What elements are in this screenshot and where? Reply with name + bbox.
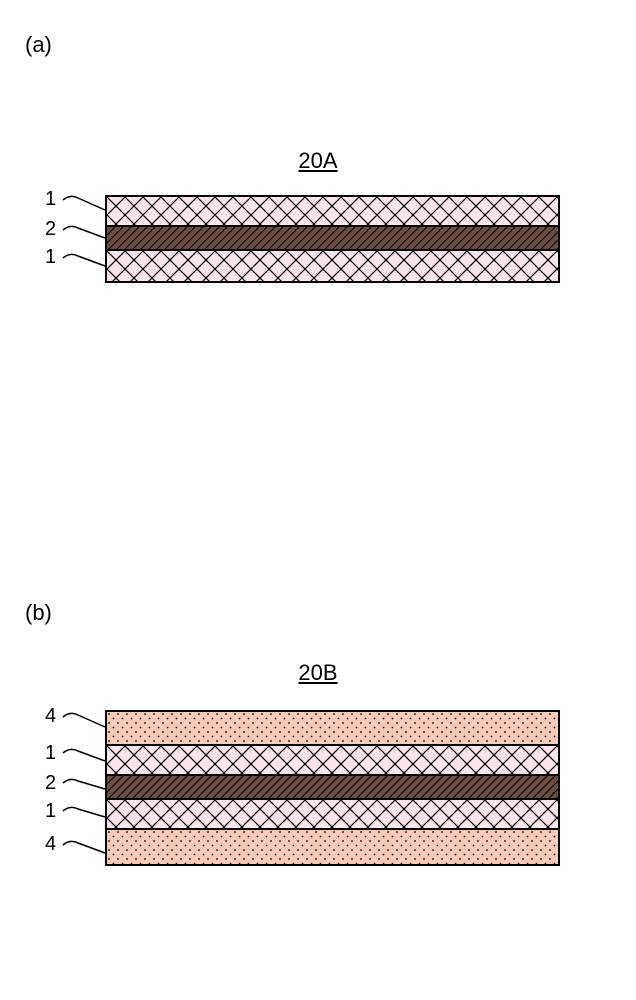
panel-b-num-1a: 1 xyxy=(45,742,56,765)
panel-a-leads xyxy=(58,188,108,288)
panel-b-leads xyxy=(58,705,108,875)
panel-b-layer-4-bot xyxy=(107,830,558,864)
panel-b-label: (b) xyxy=(25,600,52,626)
panel-b-layer-2 xyxy=(107,776,558,800)
panel-a-num-2: 2 xyxy=(45,218,56,241)
panel-b-num-4b: 4 xyxy=(45,833,56,856)
panel-a-label: (a) xyxy=(25,32,52,58)
panel-a-layer-2 xyxy=(107,227,558,251)
panel-b-layer-4-top xyxy=(107,712,558,746)
panel-b-stack xyxy=(105,710,560,866)
panel-b-title: 20B xyxy=(298,660,337,686)
panel-a-stack xyxy=(105,195,560,283)
panel-b-layer-1-bot xyxy=(107,800,558,830)
panel-b-num-1b: 1 xyxy=(45,800,56,823)
panel-a-layer-1-bot xyxy=(107,251,558,281)
panel-b-num-4a: 4 xyxy=(45,705,56,728)
panel-a-title: 20A xyxy=(298,148,337,174)
panel-a-layer-1-top xyxy=(107,197,558,227)
panel-b-num-2: 2 xyxy=(45,772,56,795)
panel-b-layer-1-top xyxy=(107,746,558,776)
panel-a-num-1a: 1 xyxy=(45,188,56,211)
panel-a-num-1b: 1 xyxy=(45,246,56,269)
